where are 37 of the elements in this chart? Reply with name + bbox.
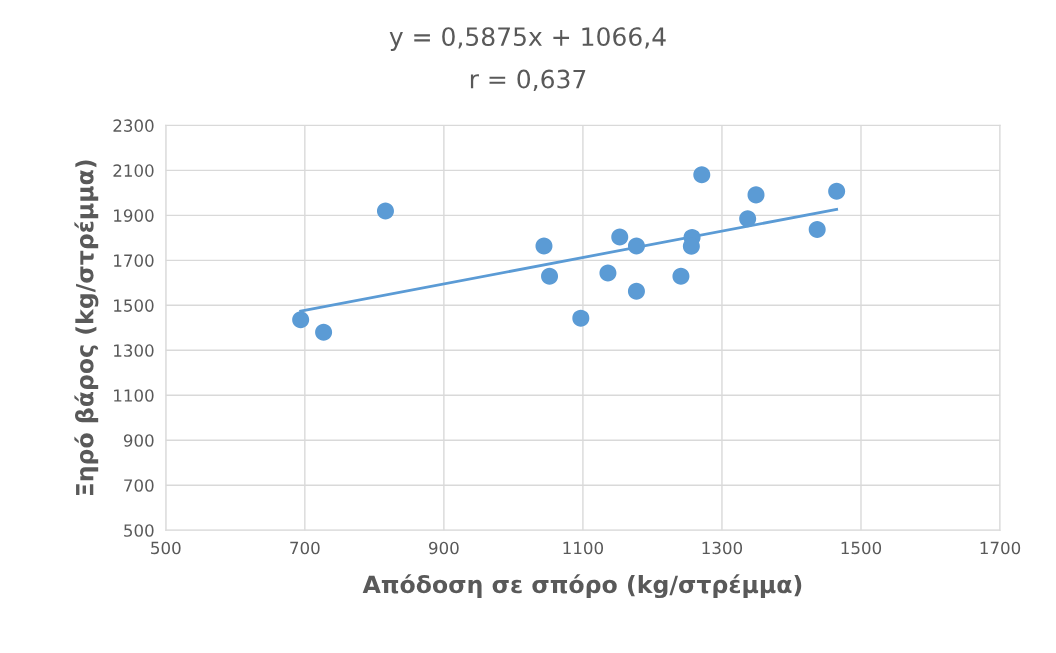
y-tick-label: 1500 xyxy=(114,299,154,312)
x-axis-title: Απόδοση σε σπόρο (kg/στρέμμα) xyxy=(362,574,802,599)
point xyxy=(315,323,333,341)
point xyxy=(693,166,711,184)
chart-title: y = 0,5875x + 1066,4 xyxy=(389,27,666,51)
point xyxy=(541,267,559,285)
point xyxy=(828,182,846,200)
point xyxy=(611,228,629,246)
point xyxy=(292,311,310,329)
point xyxy=(627,282,645,300)
point xyxy=(535,237,553,255)
point xyxy=(599,264,617,282)
y-tick-label: 1100 xyxy=(114,389,154,402)
x-tick-label: 1100 xyxy=(563,541,604,555)
y-tick-label: 900 xyxy=(123,434,154,447)
point xyxy=(747,186,765,204)
y-tick-label: 2300 xyxy=(113,119,154,132)
x-tick-label: 700 xyxy=(290,541,320,555)
point xyxy=(672,267,690,285)
y-tick-label: 2100 xyxy=(113,164,154,177)
point xyxy=(808,221,826,239)
x-tick-label: 1500 xyxy=(841,541,882,555)
x-tick-label: 900 xyxy=(429,541,459,555)
point xyxy=(376,202,394,220)
chart-subtitle: r = 0,637 xyxy=(470,69,586,92)
y-tick-label: 700 xyxy=(124,479,154,492)
y-tick-label: 500 xyxy=(124,524,154,537)
x-tick-label: 1700 xyxy=(980,541,1021,555)
x-tick-label: 1300 xyxy=(702,541,743,555)
y-tick-label: 1700 xyxy=(114,254,154,267)
point xyxy=(627,237,645,255)
y-axis-title: Ξηρό βάρος (kg/στρέμμα) xyxy=(74,160,99,495)
y-tick-label: 1900 xyxy=(114,209,154,222)
y-tick-label: 1300 xyxy=(114,344,154,357)
x-tick-label: 500 xyxy=(151,541,181,555)
point xyxy=(739,210,757,228)
point xyxy=(572,309,590,327)
